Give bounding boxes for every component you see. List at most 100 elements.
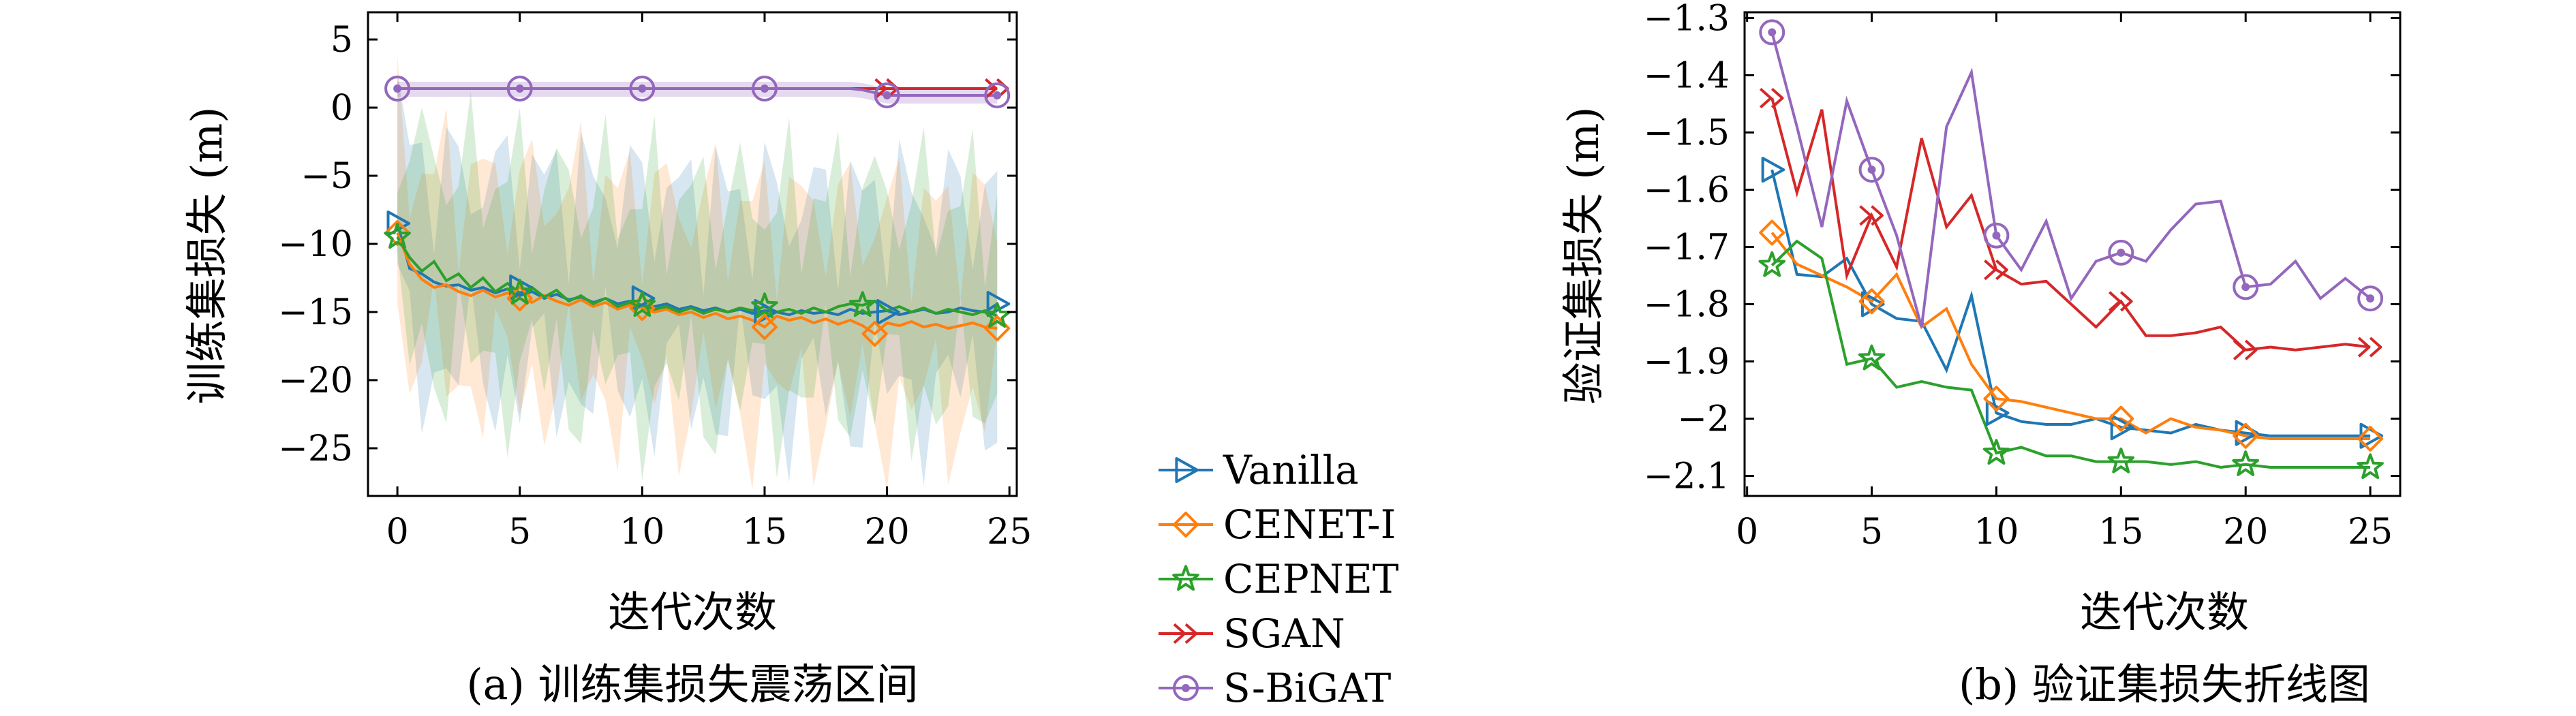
panel-a-y-tick-label: −20 [278, 360, 353, 401]
panel-b-y-tick-label: −1.5 [1644, 112, 1730, 153]
data-point-cepnet [2232, 450, 2259, 476]
legend-marker-vanilla [1175, 457, 1199, 483]
legend-marker-s-bigat [1173, 675, 1199, 701]
panel-a-y-tick-label: −5 [301, 156, 353, 197]
panel-b-markers [1758, 19, 2384, 480]
data-point-cenet-i [384, 220, 411, 246]
panel-b-x-axis-title: 迭代次数 [2080, 587, 2249, 637]
data-point-cepnet [2357, 453, 2384, 480]
legend-marker-sgan [1173, 623, 1198, 644]
panel-a-markers [384, 76, 1011, 347]
legend-label: SGAN [1223, 610, 1345, 657]
panel-b-caption: (b) 验证集损失折线图 [1959, 659, 2370, 709]
panel-b-x-tick-label: 20 [2223, 512, 2268, 552]
data-point-cenet-i [1983, 386, 2010, 412]
legend-item-cenet-i: CENET-I [1159, 501, 1396, 548]
data-point-sgan [1759, 87, 1784, 109]
legend-item-s-bigat: S-BiGAT [1159, 665, 1392, 711]
data-point-sgan [2233, 339, 2258, 360]
data-point-cenet-i [2108, 405, 2134, 432]
data-point-sgan [2357, 337, 2382, 358]
panel-a-training-loss-chart: 0 5 10 15 20 25 5 0 −5 −10 −15 −20 −25 训练集损失 (m) 迭代次… [182, 11, 1032, 709]
legend-label: CENET-I [1223, 501, 1396, 548]
data-point-cepnet [2107, 447, 2135, 473]
series-line-vanilla [1770, 169, 2371, 437]
band-s-bigat [397, 82, 998, 104]
panel-b-lines [1770, 31, 2372, 469]
data-point-sgan [2108, 291, 2133, 312]
data-point-cepnet [384, 223, 411, 249]
data-point-sgan [1984, 260, 2008, 281]
data-point-s-bigat [2233, 274, 2259, 300]
band-cenet-i [397, 55, 998, 490]
data-point-cepnet [848, 291, 876, 317]
data-point-cenet-i [2357, 425, 2384, 452]
panel-a-x-tick-label: 25 [987, 512, 1032, 552]
panel-a-y-tick-label: −15 [278, 292, 353, 333]
series-line-cepnet [396, 236, 998, 317]
panel-b-y-tick-label: −1.8 [1644, 285, 1730, 326]
data-point-s-bigat [2357, 285, 2384, 312]
panel-a-bands [397, 55, 998, 490]
legend-label: S-BiGAT [1223, 665, 1392, 711]
data-point-cepnet [628, 291, 656, 317]
data-point-s-bigat [984, 82, 1011, 108]
legend: Vanilla CENET-I CEPNET SGAN S-BiGAT [1159, 447, 1399, 711]
panel-b-ticks: 0 5 10 15 20 25 −1.3 −1.4 −1.5 −1.6 −1.7 −1.8 −1.9 −2… [1644, 0, 2400, 552]
data-point-s-bigat [751, 76, 778, 102]
legend-label: Vanilla [1223, 447, 1359, 493]
data-point-s-bigat [2108, 239, 2134, 266]
legend-label: CEPNET [1223, 556, 1399, 602]
panel-b-x-tick-label: 10 [1974, 512, 2019, 552]
data-point-cepnet [983, 302, 1011, 328]
data-point-s-bigat [384, 76, 411, 102]
panel-b-y-tick-label: −2 [1677, 399, 1730, 440]
data-point-s-bigat [874, 82, 900, 108]
panel-a-x-axis-title: 迭代次数 [608, 587, 777, 637]
series-line-cenet-i [396, 232, 998, 336]
panel-b-x-tick-label: 15 [2098, 512, 2143, 552]
data-point-vanilla [2110, 414, 2134, 441]
panel-b-y-tick-label: −2.1 [1644, 456, 1730, 497]
data-point-cenet-i [751, 314, 778, 340]
data-point-s-bigat [629, 76, 656, 102]
series-line-s-bigat [1770, 31, 2372, 328]
legend-item-sgan: SGAN [1159, 610, 1345, 657]
legend-item-cepnet: CEPNET [1159, 556, 1399, 602]
data-point-cenet-i [1759, 219, 1785, 246]
data-point-sgan [1859, 205, 1884, 226]
series-line-cepnet [1770, 239, 2371, 469]
data-point-vanilla [1761, 157, 1785, 183]
panel-b-y-tick-label: −1.9 [1644, 342, 1730, 383]
data-point-cepnet [1982, 439, 2010, 465]
legend-marker-cepnet [1172, 565, 1199, 591]
panel-b-y-axis-title: 验证集损失 (m) [1559, 107, 1608, 405]
panel-b-x-tick-label: 0 [1736, 512, 1758, 552]
panel-a-y-tick-label: −10 [278, 224, 353, 265]
panel-a-plot-frame [367, 11, 1018, 497]
band-cepnet [397, 91, 998, 481]
band-vanilla [397, 74, 998, 486]
data-point-cepnet [506, 279, 534, 305]
data-point-vanilla [876, 299, 900, 325]
panel-a-x-tick-label: 0 [386, 512, 409, 552]
panel-a-ticks: 0 5 10 15 20 25 5 0 −5 −10 −15 −20 −25 [278, 12, 1032, 552]
data-point-s-bigat [1759, 19, 1785, 46]
panel-b-x-tick-label: 5 [1860, 512, 1883, 552]
data-point-s-bigat [506, 76, 533, 102]
panel-b-x-tick-label: 25 [2348, 512, 2393, 552]
data-point-cenet-i [861, 321, 888, 347]
data-point-cenet-i [2233, 422, 2259, 449]
data-point-cepnet [1758, 251, 1785, 277]
panel-b-y-tick-label: −1.4 [1644, 55, 1730, 96]
panel-b-plot-frame [1743, 11, 2402, 497]
panel-a-x-tick-label: 15 [742, 512, 787, 552]
data-point-cepnet [1858, 344, 1886, 371]
data-point-s-bigat [1858, 157, 1885, 183]
panel-b-y-tick-label: −1.6 [1644, 170, 1730, 211]
panel-a-x-tick-label: 10 [619, 512, 664, 552]
panel-a-x-tick-label: 5 [508, 512, 531, 552]
panel-b-y-tick-label: −1.7 [1644, 227, 1730, 268]
legend-item-vanilla: Vanilla [1159, 447, 1359, 493]
